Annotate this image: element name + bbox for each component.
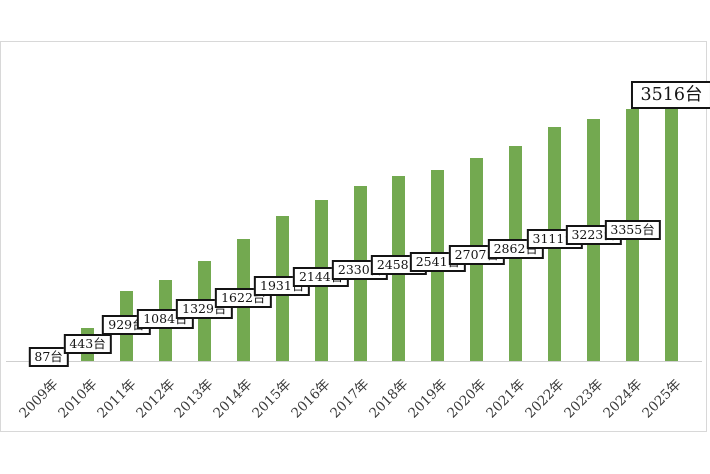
x-axis-label: 2009年 bbox=[16, 376, 62, 422]
x-axis-label: 2020年 bbox=[444, 376, 490, 422]
data-label: 87台 bbox=[28, 347, 69, 368]
x-axis-label: 2011年 bbox=[93, 376, 140, 422]
x-axis-label: 2015年 bbox=[249, 376, 295, 422]
data-label: 3355台 bbox=[604, 219, 661, 240]
chart-panel: 87台 2009年 443台 2010年 929台 2011年 1084台 2012年 1329… bbox=[0, 41, 710, 432]
x-axis-label: 2013年 bbox=[171, 376, 217, 422]
x-axis-label: 2023年 bbox=[561, 376, 607, 422]
x-axis-line bbox=[6, 361, 702, 362]
x-axis-label: 2019年 bbox=[405, 376, 451, 422]
bar-2025年 bbox=[664, 97, 678, 361]
x-axis-label: 2022年 bbox=[522, 376, 568, 422]
data-label: 3516台 bbox=[631, 81, 710, 109]
plot-area: 87台 2009年 443台 2010年 929台 2011年 1084台 2012年 1329… bbox=[1, 42, 710, 431]
x-axis-label: 2024年 bbox=[600, 376, 646, 422]
x-axis-label: 2021年 bbox=[483, 376, 529, 422]
x-axis-label: 2025年 bbox=[638, 376, 685, 422]
x-axis-label: 2014年 bbox=[210, 376, 256, 422]
x-axis-label: 2010年 bbox=[54, 376, 101, 422]
data-label: 443台 bbox=[63, 333, 112, 354]
x-axis-label: 2016年 bbox=[288, 376, 334, 422]
x-axis-label: 2012年 bbox=[132, 376, 178, 422]
x-axis-label: 2017年 bbox=[327, 376, 373, 422]
x-axis-label: 2018年 bbox=[366, 376, 412, 422]
